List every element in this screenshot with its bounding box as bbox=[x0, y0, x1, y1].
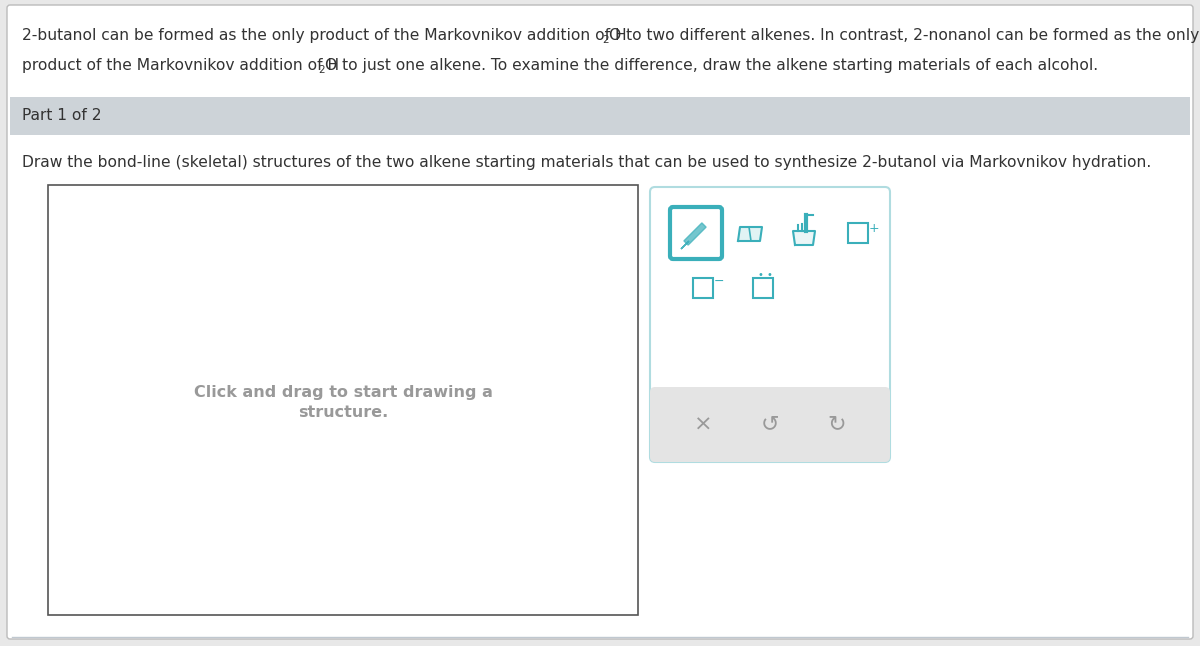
Text: O to two different alkenes. In contrast, 2-nonanol can be formed as the only: O to two different alkenes. In contrast,… bbox=[610, 28, 1199, 43]
Text: ↻: ↻ bbox=[828, 415, 846, 435]
Text: ↺: ↺ bbox=[761, 415, 779, 435]
Text: O to just one alkene. To examine the difference, draw the alkene starting materi: O to just one alkene. To examine the dif… bbox=[325, 58, 1098, 73]
Text: product of the Markovnikov addition of H: product of the Markovnikov addition of H bbox=[22, 58, 340, 73]
Text: Click and drag to start drawing a: Click and drag to start drawing a bbox=[193, 385, 492, 400]
FancyBboxPatch shape bbox=[650, 187, 890, 462]
Bar bbox=[10, 97, 1190, 135]
Polygon shape bbox=[793, 231, 815, 245]
FancyBboxPatch shape bbox=[670, 207, 722, 259]
Text: • •: • • bbox=[758, 270, 773, 280]
Text: Draw the bond-line (skeletal) structures of the two alkene starting materials th: Draw the bond-line (skeletal) structures… bbox=[22, 155, 1151, 170]
Text: +: + bbox=[869, 222, 880, 235]
Text: ×: × bbox=[694, 415, 713, 435]
Bar bbox=[656, 392, 884, 404]
Text: 2: 2 bbox=[602, 35, 608, 45]
Polygon shape bbox=[682, 241, 689, 249]
Text: Part 1 of 2: Part 1 of 2 bbox=[22, 109, 102, 123]
Text: structure.: structure. bbox=[298, 405, 388, 420]
Bar bbox=[848, 223, 868, 243]
FancyBboxPatch shape bbox=[7, 5, 1193, 639]
FancyBboxPatch shape bbox=[650, 387, 890, 462]
Bar bbox=[48, 185, 638, 615]
Text: −: − bbox=[714, 275, 725, 288]
Bar bbox=[694, 278, 713, 298]
Polygon shape bbox=[738, 227, 762, 241]
Bar bbox=[754, 278, 773, 298]
Text: 2: 2 bbox=[318, 65, 325, 75]
Text: 2-butanol can be formed as the only product of the Markovnikov addition of H: 2-butanol can be formed as the only prod… bbox=[22, 28, 626, 43]
FancyArrow shape bbox=[684, 223, 706, 245]
